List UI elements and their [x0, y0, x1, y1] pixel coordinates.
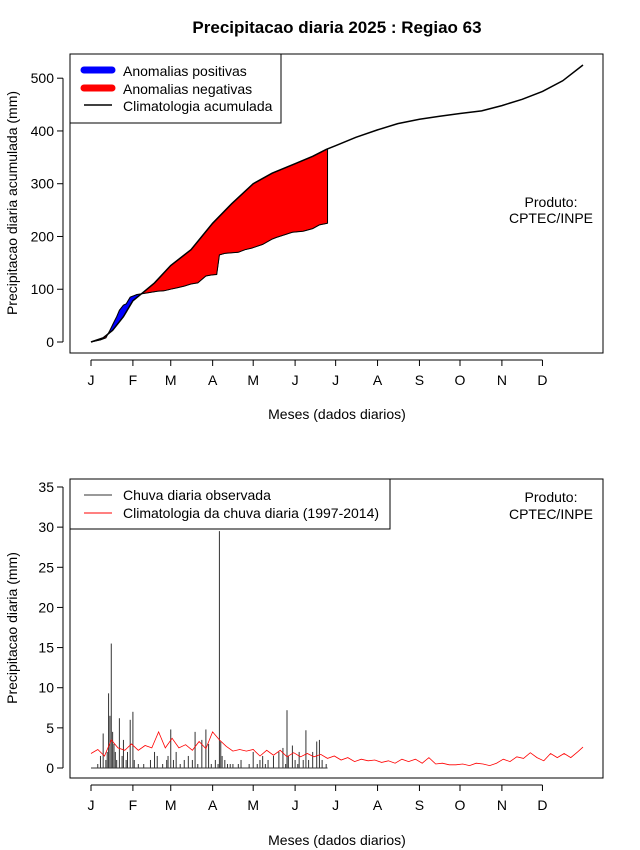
x-tick-label: A — [373, 797, 383, 813]
x-tick-label: M — [165, 797, 177, 813]
x-tick-label: M — [165, 372, 177, 388]
x-tick-label: N — [497, 797, 507, 813]
legend-label-climatology: Climatologia da chuva diaria (1997-2014) — [123, 505, 379, 521]
climatology-cumulative-line — [90, 64, 584, 343]
x-tick-label: O — [455, 372, 466, 388]
x-tick-label: S — [415, 797, 424, 813]
page-title: Precipitacao diaria 2025 : Regiao 63 — [192, 18, 481, 37]
x-tick-label: M — [247, 797, 259, 813]
x-tick-label: S — [415, 372, 424, 388]
x-tick-label: J — [332, 372, 339, 388]
y-tick-label: 500 — [31, 70, 55, 86]
x-axis-label: Meses (dados diarios) — [268, 406, 406, 422]
y-tick-label: 0 — [46, 334, 54, 350]
product-label-line1: Produto: — [525, 194, 578, 210]
product-label-line2: CPTEC/INPE — [509, 210, 593, 226]
observed-daily-bars — [91, 531, 328, 769]
product-label-line1: Produto: — [525, 489, 578, 505]
daily-panel: 0 5 10 15 20 25 30 35 J F M A M J J A S O N D Precipitacao… — [4, 478, 604, 848]
y-tick-label: 0 — [46, 760, 54, 776]
x-tick-label: J — [88, 797, 95, 813]
x-tick-label: J — [332, 797, 339, 813]
climatology-daily-line — [90, 730, 584, 767]
y-tick-label: 30 — [38, 519, 54, 535]
x-tick-label: A — [208, 797, 218, 813]
y-tick-label: 10 — [38, 680, 54, 696]
x-tick-label: F — [129, 372, 138, 388]
x-tick-label: J — [88, 372, 95, 388]
x-tick-label: F — [129, 797, 138, 813]
x-tick-label: D — [537, 372, 547, 388]
y-tick-label: 20 — [38, 599, 54, 615]
y-tick-label: 15 — [38, 640, 54, 656]
y-axis-label: Precipitacao diaria (mm) — [4, 552, 20, 704]
legend-label-negative: Anomalias negativas — [123, 81, 252, 97]
cumulative-panel: 0 100 200 300 400 500 J F M A M J J A S O N D Precipitac… — [4, 53, 604, 422]
x-tick-label: D — [537, 797, 547, 813]
observed-cumulative-line — [90, 222, 328, 343]
y-tick-label: 200 — [31, 228, 55, 244]
y-tick-label: 300 — [31, 176, 55, 192]
y-tick-label: 100 — [31, 281, 55, 297]
y-axis: 0 5 10 15 20 25 30 35 — [38, 479, 64, 776]
legend-label-climatology: Climatologia acumulada — [123, 98, 273, 114]
x-tick-label: M — [247, 372, 259, 388]
x-tick-label: A — [373, 372, 383, 388]
x-tick-label: O — [455, 797, 466, 813]
x-tick-label: J — [292, 372, 299, 388]
y-axis: 0 100 200 300 400 500 — [31, 70, 64, 350]
y-tick-label: 25 — [38, 559, 54, 575]
legend-label-positive: Anomalias positivas — [123, 63, 247, 79]
plot-frame — [69, 53, 604, 354]
y-axis-label: Precipitacao diaria acumulada (mm) — [4, 91, 20, 315]
legend: Chuva diaria observada Climatologia da c… — [69, 478, 391, 530]
x-axis-label: Meses (dados diarios) — [268, 832, 406, 848]
legend-box — [69, 478, 391, 530]
y-tick-label: 35 — [38, 479, 54, 495]
y-tick-label: 400 — [31, 123, 55, 139]
legend-label-observed: Chuva diaria observada — [123, 487, 271, 503]
x-tick-label: J — [292, 797, 299, 813]
x-tick-label: A — [208, 372, 218, 388]
legend: Anomalias positivas Anomalias negativas … — [69, 53, 282, 124]
x-tick-label: N — [497, 372, 507, 388]
product-label-line2: CPTEC/INPE — [509, 506, 593, 522]
y-tick-label: 5 — [46, 720, 54, 736]
